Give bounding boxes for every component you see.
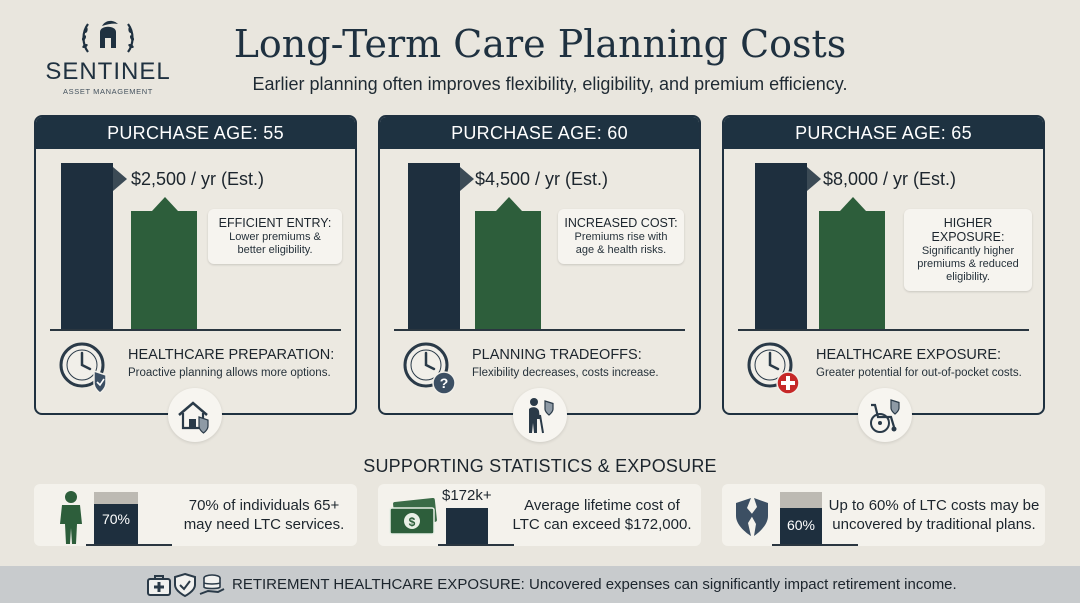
footer-title: HEALTHCARE PREPARATION: [128, 347, 335, 363]
elderly-person-shield-icon [529, 398, 554, 434]
comparison-bar [755, 163, 807, 329]
callout-box: EFFICIENT ENTRY: Lower premiums & better… [208, 209, 342, 264]
coins-hand-icon [199, 574, 225, 595]
broken-shield-icon [736, 498, 768, 536]
chart-baseline [394, 329, 685, 331]
clock-question-icon: ? [403, 342, 456, 395]
stat-bar-fill: 60% [780, 508, 822, 546]
callout-title: INCREASED COST: [564, 216, 678, 230]
brand-name: SENTINEL [45, 58, 171, 85]
footer-text: Flexibility decreases, costs increase. [472, 367, 659, 379]
footer-title: PLANNING TRADEOFFS: [472, 347, 642, 363]
stat-bar-remainder [780, 492, 822, 512]
stat-card-lifetime-cost: $ $172k+ Average lifetime cost of LTC ca… [378, 484, 701, 546]
chart-baseline [50, 329, 341, 331]
cost-bar-chart: $2,500 / yr (Est.) EFFICIENT ENTRY: Lowe… [36, 149, 355, 331]
stat-baseline [86, 544, 172, 546]
bar-arrow [152, 197, 178, 211]
support-section-title: SUPPORTING STATISTICS & EXPOSURE [363, 456, 717, 476]
brand-logo: SENTINEL ASSET MANAGEMENT [38, 18, 178, 96]
stat-baseline [438, 544, 514, 546]
stat-bar-label: $172k+ [442, 487, 492, 504]
wheelchair-badge [858, 388, 912, 442]
svg-text:$: $ [409, 515, 416, 529]
purchase-age-card-55: PURCHASE AGE: 55 $2,500 / yr (Est.) EFFI… [34, 115, 357, 415]
annual-premium: $8,000 / yr (Est.) [823, 169, 957, 189]
callout-box: INCREASED COST: Premiums rise with age &… [558, 209, 684, 264]
helmet-laurel-icon [81, 20, 135, 53]
svg-text:?: ? [440, 375, 449, 391]
comparison-bar [61, 163, 113, 329]
purchase-age-card-65: PURCHASE AGE: 65 $8,000 / yr (Est.) HIGH… [722, 115, 1045, 415]
callout-text: Significantly higher premiums & reduced … [917, 245, 1019, 283]
callout-title: HIGHER EXPOSURE: [931, 216, 1005, 244]
bar-arrow [496, 197, 522, 211]
bar-arrow [840, 197, 866, 211]
stat-card-uncovered-costs: 60% Up to 60% of LTC costs may be uncove… [722, 484, 1045, 546]
callout-text: Premiums rise with age & health risks. [574, 231, 668, 256]
price-pointer [807, 167, 821, 191]
footer-title: HEALTHCARE EXPOSURE: [816, 347, 1002, 363]
callout-box: HIGHER EXPOSURE: Significantly higher pr… [904, 209, 1032, 291]
house-shield-icon [178, 401, 209, 434]
stat-text: Up to 60% of LTC costs may be uncovered … [828, 497, 1040, 533]
chart-baseline [738, 329, 1029, 331]
cost-bar-chart: $8,000 / yr (Est.) HIGHER EXPOSURE: Sign… [724, 149, 1043, 331]
card-heading: PURCHASE AGE: 65 [724, 117, 1043, 149]
card-heading: PURCHASE AGE: 60 [380, 117, 699, 149]
stat-text: Average lifetime cost of LTC can exceed … [512, 497, 692, 533]
stat-bar-fill [446, 508, 488, 546]
banner-icon-group [146, 572, 226, 603]
price-pointer [113, 167, 127, 191]
person-icon [60, 491, 82, 544]
premium-bar [475, 211, 541, 329]
page-title: Long-Term Care Planning Costs [233, 22, 847, 66]
purchase-age-card-60: PURCHASE AGE: 60 $4,500 / yr (Est.) INCR… [378, 115, 701, 415]
medical-kit-icon [147, 575, 171, 596]
money-icon: $ [389, 498, 437, 535]
price-pointer [460, 167, 474, 191]
stat-bar-fill: 70% [94, 504, 138, 546]
page-subtitle: Earlier planning often improves flexibil… [252, 74, 848, 94]
clock-shield-icon [59, 342, 107, 394]
elderly-person-badge [513, 388, 567, 442]
house-shield-badge [168, 388, 222, 442]
callout-text: Lower premiums & better eligibility. [229, 231, 321, 256]
cost-bar-chart: $4,500 / yr (Est.) INCREASED COST: Premi… [380, 149, 699, 331]
premium-bar [131, 211, 197, 329]
stat-baseline [772, 544, 858, 546]
annual-premium: $2,500 / yr (Est.) [131, 169, 265, 189]
wheelchair-shield-icon [870, 399, 900, 433]
clock-medical-cross-icon [747, 342, 800, 395]
footer-text: Greater potential for out-of-pocket cost… [816, 367, 1022, 379]
footer-text: Proactive planning allows more options. [128, 367, 331, 379]
card-heading: PURCHASE AGE: 55 [36, 117, 355, 149]
banner-text: RETIREMENT HEALTHCARE EXPOSURE: Uncovere… [232, 576, 957, 593]
comparison-bar [408, 163, 460, 329]
stat-card-ltc-need: 70% 70% of individuals 65+ may need LTC … [34, 484, 357, 546]
premium-bar [819, 211, 885, 329]
callout-title: EFFICIENT ENTRY: [218, 216, 332, 230]
stat-text: 70% of individuals 65+ may need LTC serv… [183, 497, 345, 533]
annual-premium: $4,500 / yr (Est.) [475, 169, 609, 189]
brand-tagline: ASSET MANAGEMENT [63, 87, 153, 96]
bottom-banner: RETIREMENT HEALTHCARE EXPOSURE: Uncovere… [0, 566, 1080, 603]
shield-check-icon [174, 572, 196, 598]
